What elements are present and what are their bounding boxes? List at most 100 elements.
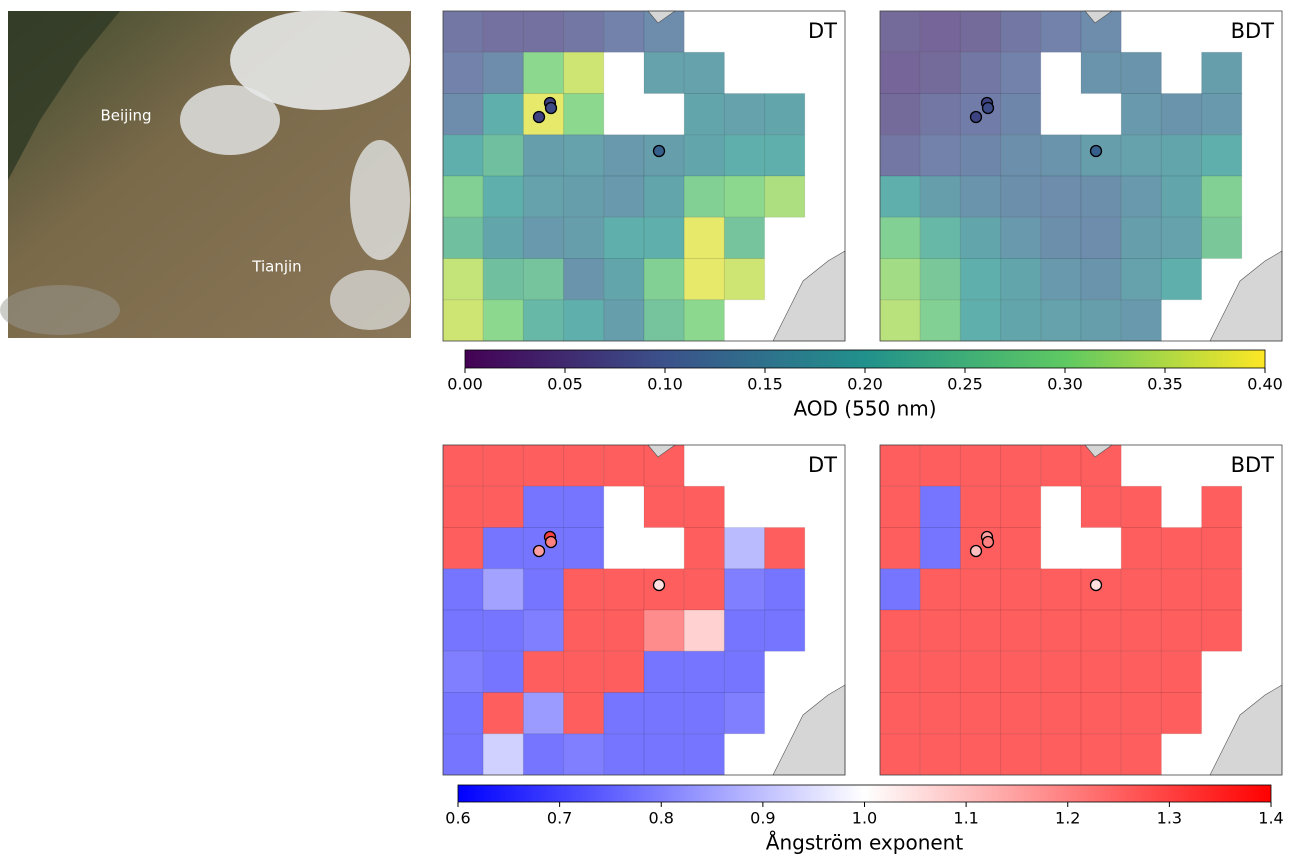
grid-cell — [1161, 259, 1201, 300]
grid-cell — [684, 52, 724, 93]
grid-cell — [523, 569, 563, 610]
grid-cell — [523, 693, 563, 734]
station — [983, 103, 994, 114]
grid-cell — [880, 486, 920, 527]
map-panel: BDT — [880, 11, 1282, 341]
grid-cell — [1041, 569, 1081, 610]
colorbar-tick-label: 1.4 — [1258, 809, 1283, 828]
grid-cell — [1121, 734, 1161, 775]
grid-cell — [564, 52, 604, 93]
grid-cell — [1161, 135, 1201, 176]
grid-cell — [443, 300, 483, 341]
grid-cell — [1161, 569, 1201, 610]
city-label: Tianjin — [251, 258, 301, 276]
station — [654, 146, 665, 157]
map-panel: BDT — [880, 445, 1282, 775]
grid-cell — [1001, 610, 1041, 651]
grid-cell — [1081, 217, 1121, 258]
grid-cell — [1081, 52, 1121, 93]
grid-cell — [443, 610, 483, 651]
grid-cell — [724, 610, 764, 651]
grid-cell — [1081, 610, 1121, 651]
grid-cell — [1202, 176, 1242, 217]
grid-cell — [443, 217, 483, 258]
grid-cell — [1121, 610, 1161, 651]
grid-cell — [1001, 734, 1041, 775]
grid-cell — [960, 52, 1000, 93]
grid-cell — [1041, 300, 1081, 341]
grid-cell — [1001, 300, 1041, 341]
grid-cell — [443, 176, 483, 217]
grid-cell — [604, 176, 644, 217]
grid-cell — [1001, 651, 1041, 692]
grid-cell — [1041, 693, 1081, 734]
grid-cell — [1121, 135, 1161, 176]
grid-cell — [523, 52, 563, 93]
grid-cell — [483, 693, 523, 734]
grid-cell — [1081, 693, 1121, 734]
grid-cell — [1041, 651, 1081, 692]
grid-cell — [1001, 259, 1041, 300]
station — [654, 580, 665, 591]
grid-cell — [1001, 569, 1041, 610]
grid-cell — [1121, 217, 1161, 258]
grid-cell — [880, 693, 920, 734]
grid-cell — [644, 569, 684, 610]
grid-cell — [960, 11, 1000, 52]
grid-cell — [880, 569, 920, 610]
colorbar-tick-label: 0.6 — [445, 809, 470, 828]
grid-cell — [960, 259, 1000, 300]
grid-cell — [920, 217, 960, 258]
grid-cell — [443, 94, 483, 135]
station — [1091, 580, 1102, 591]
grid-cell — [564, 569, 604, 610]
grid-cell — [724, 135, 764, 176]
grid-cell — [644, 217, 684, 258]
grid-cell — [880, 300, 920, 341]
grid-cell — [920, 52, 960, 93]
panel-title: DT — [808, 453, 837, 477]
grid-cell — [644, 651, 684, 692]
grid-cell — [1001, 176, 1041, 217]
grid-cell — [684, 693, 724, 734]
grid-cell — [483, 651, 523, 692]
grid-cell — [483, 610, 523, 651]
grid-cell — [684, 569, 724, 610]
grid-cell — [960, 135, 1000, 176]
grid-cell — [564, 94, 604, 135]
grid-cell — [960, 651, 1000, 692]
colorbar-tick-label: 0.40 — [1247, 375, 1283, 394]
grid-cell — [443, 135, 483, 176]
grid-cell — [1121, 52, 1161, 93]
grid-cell — [1121, 176, 1161, 217]
grid-cell — [564, 610, 604, 651]
grid-cell — [920, 734, 960, 775]
grid-cell — [564, 734, 604, 775]
colorbar-tick-label: 0.8 — [649, 809, 674, 828]
station — [971, 112, 982, 123]
grid-cell — [724, 651, 764, 692]
grid-cell — [644, 259, 684, 300]
grid-cell — [443, 445, 483, 486]
grid-cell — [765, 135, 805, 176]
grid-cell — [1161, 528, 1201, 569]
grid-cell — [920, 486, 960, 527]
grid-cell — [920, 176, 960, 217]
grid-cell — [920, 528, 960, 569]
colorbar-tick-label: 1.3 — [1157, 809, 1182, 828]
grid-cell — [724, 693, 764, 734]
grid-cell — [604, 445, 644, 486]
grid-cell — [1081, 651, 1121, 692]
grid-cell — [1161, 217, 1201, 258]
colorbar-tick-label: 0.7 — [547, 809, 572, 828]
grid-cell — [765, 610, 805, 651]
grid-cell — [765, 569, 805, 610]
grid-cell — [483, 259, 523, 300]
colorbar-label: AOD (550 nm) — [793, 397, 936, 421]
grid-cell — [960, 569, 1000, 610]
grid-cell — [523, 651, 563, 692]
grid-cell — [880, 651, 920, 692]
grid-cell — [483, 217, 523, 258]
grid-cell — [1121, 528, 1161, 569]
grid-cell — [1041, 259, 1081, 300]
